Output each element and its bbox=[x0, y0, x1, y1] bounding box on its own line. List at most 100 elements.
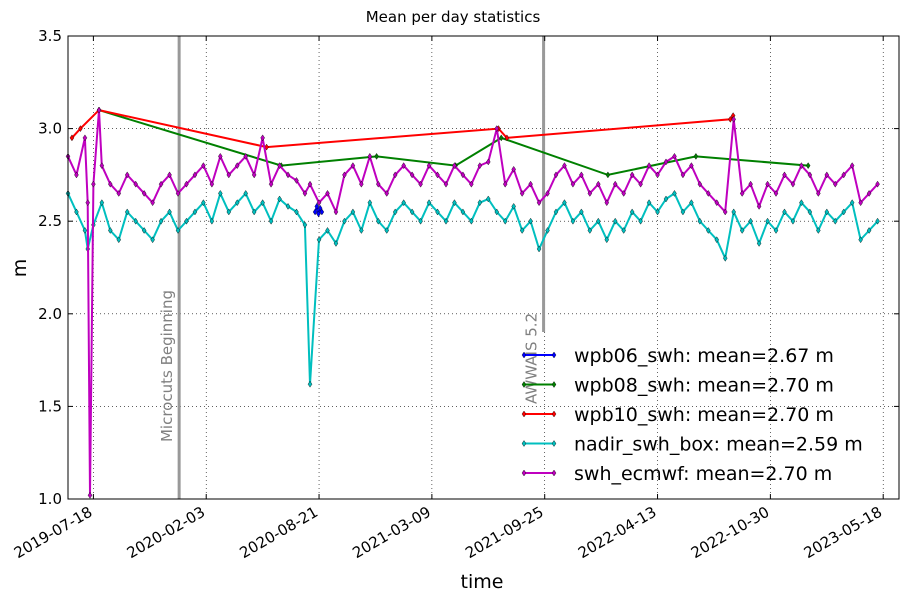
data-point bbox=[285, 203, 291, 210]
data-point bbox=[226, 208, 232, 216]
data-point bbox=[562, 199, 567, 207]
legend-label: swh_ecmwf: mean=2.70 m bbox=[574, 463, 832, 485]
data-point bbox=[78, 125, 83, 132]
data-point bbox=[756, 203, 762, 210]
series-line bbox=[71, 109, 734, 149]
data-point bbox=[260, 134, 265, 142]
data-point bbox=[99, 199, 105, 207]
legend: wpb06_swh: mean=2.67 m wpb08_swh: mean=2.… bbox=[521, 345, 863, 485]
annotations: Microcuts Beginning AWWAIS 5.2 bbox=[158, 36, 546, 499]
data-point bbox=[875, 180, 880, 188]
data-point bbox=[333, 240, 339, 247]
data-point bbox=[680, 171, 686, 179]
data-point bbox=[805, 162, 811, 170]
data-point bbox=[528, 217, 533, 225]
data-point bbox=[460, 208, 466, 216]
legend-marker bbox=[521, 440, 527, 447]
data-point bbox=[486, 195, 491, 203]
data-point bbox=[116, 190, 122, 197]
data-point bbox=[714, 199, 720, 207]
data-point bbox=[192, 171, 198, 179]
data-point bbox=[841, 171, 846, 179]
data-point bbox=[418, 180, 423, 188]
data-point bbox=[392, 171, 398, 179]
data-point bbox=[728, 115, 733, 123]
data-point bbox=[799, 162, 804, 170]
data-point bbox=[277, 195, 282, 203]
data-point bbox=[519, 227, 525, 234]
data-point bbox=[553, 208, 559, 216]
data-point bbox=[849, 162, 855, 170]
series-line bbox=[67, 190, 879, 385]
data-point bbox=[294, 208, 299, 216]
data-point bbox=[384, 227, 389, 234]
y-axis-label: m bbox=[9, 259, 31, 278]
data-point bbox=[511, 165, 516, 173]
data-point bbox=[401, 199, 406, 207]
data-point bbox=[494, 125, 499, 132]
data-point bbox=[807, 171, 813, 179]
data-point bbox=[91, 180, 96, 188]
data-point bbox=[833, 180, 838, 188]
data-point bbox=[494, 208, 499, 216]
data-point bbox=[150, 199, 155, 207]
data-point bbox=[108, 227, 113, 234]
data-point bbox=[545, 227, 550, 234]
data-point bbox=[672, 153, 677, 160]
data-point bbox=[141, 227, 147, 234]
data-point bbox=[333, 208, 339, 216]
data-point bbox=[325, 227, 330, 234]
data-point bbox=[731, 115, 736, 123]
data-point bbox=[325, 190, 330, 197]
data-point bbox=[731, 208, 736, 216]
data-point bbox=[866, 227, 872, 234]
data-point bbox=[773, 227, 779, 234]
data-point bbox=[706, 190, 711, 197]
data-point bbox=[570, 180, 576, 188]
y-tick-label: 3.0 bbox=[38, 120, 62, 138]
data-point bbox=[342, 171, 347, 179]
y-axis-ticks: 1.0 1.5 2.0 2.5 3.0 3.5 bbox=[38, 27, 899, 508]
data-point bbox=[374, 153, 379, 160]
annotation-label: Microcuts Beginning bbox=[158, 290, 176, 442]
data-point bbox=[824, 208, 830, 216]
data-point bbox=[116, 236, 122, 244]
data-point bbox=[209, 217, 215, 225]
data-point bbox=[689, 162, 694, 170]
y-tick-label: 2.0 bbox=[38, 305, 62, 323]
data-point bbox=[294, 177, 299, 184]
data-point bbox=[443, 217, 449, 225]
data-point bbox=[612, 180, 618, 188]
data-point bbox=[849, 199, 855, 207]
data-point bbox=[367, 199, 373, 207]
data-point bbox=[133, 180, 138, 188]
data-point bbox=[87, 491, 93, 499]
data-point bbox=[579, 171, 584, 179]
data-point bbox=[96, 106, 102, 114]
y-tick-label: 1.0 bbox=[38, 490, 62, 508]
data-point bbox=[367, 153, 373, 160]
data-point bbox=[350, 208, 356, 216]
legend-label: wpb08_swh: mean=2.70 m bbox=[574, 375, 834, 397]
data-point bbox=[226, 171, 232, 179]
data-point bbox=[722, 254, 728, 262]
data-point bbox=[426, 162, 432, 170]
data-point bbox=[655, 208, 660, 216]
data-point bbox=[82, 134, 88, 142]
data-point bbox=[469, 217, 474, 225]
data-point bbox=[243, 153, 248, 160]
data-point bbox=[201, 162, 206, 170]
x-axis-label: time bbox=[461, 571, 504, 593]
data-point bbox=[384, 190, 389, 197]
data-point bbox=[587, 227, 593, 234]
data-point bbox=[697, 217, 703, 225]
data-point bbox=[629, 208, 635, 216]
data-point bbox=[748, 180, 753, 188]
legend-marker bbox=[521, 351, 527, 359]
data-point bbox=[251, 208, 257, 216]
data-point bbox=[570, 217, 576, 225]
data-point bbox=[807, 208, 813, 216]
data-point bbox=[319, 208, 325, 216]
data-point bbox=[435, 171, 440, 179]
data-point bbox=[528, 180, 533, 188]
